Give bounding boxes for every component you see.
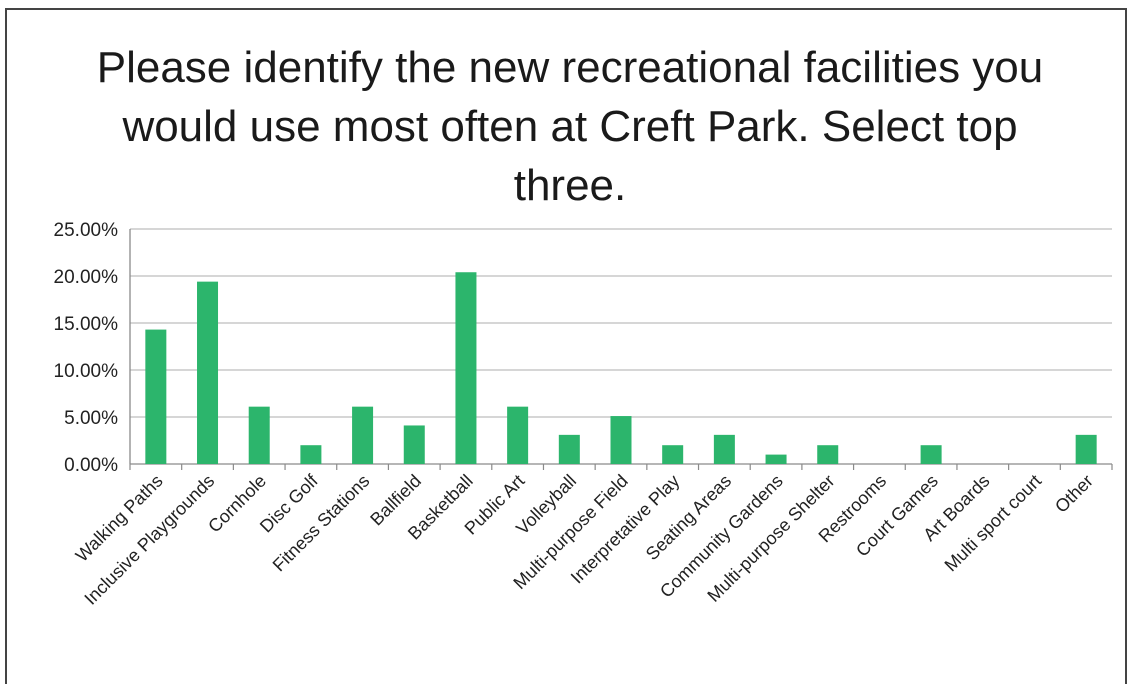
- bar: [507, 406, 529, 464]
- bar: [300, 445, 322, 464]
- y-tick-label: 25.00%: [54, 220, 119, 241]
- bar: [765, 454, 787, 464]
- y-tick-label: 5.00%: [64, 408, 118, 429]
- bar: [662, 445, 684, 464]
- bar: [248, 406, 270, 464]
- bar: [558, 434, 580, 464]
- chart-frame: [5, 8, 1127, 684]
- bar: [197, 281, 219, 464]
- y-tick-label: 20.00%: [54, 267, 119, 288]
- x-tick-label: Multi sport court: [941, 471, 1046, 576]
- bar: [145, 329, 167, 464]
- chart-title: Please identify the new recreational fac…: [96, 43, 1044, 210]
- bar: [713, 434, 735, 464]
- y-tick-label: 0.00%: [64, 455, 118, 476]
- bar: [920, 445, 942, 464]
- x-tick-label: Walking Paths: [72, 471, 167, 566]
- bar: [1075, 434, 1097, 464]
- y-tick-label: 15.00%: [54, 314, 119, 335]
- x-tick-label: Other: [1051, 471, 1097, 517]
- bar: [403, 425, 425, 464]
- bar: [455, 272, 477, 464]
- bar: [352, 406, 374, 464]
- bar: [610, 416, 632, 464]
- x-tick-label: Fitness Stations: [269, 471, 374, 576]
- y-tick-label: 10.00%: [54, 361, 119, 382]
- bar: [817, 445, 839, 464]
